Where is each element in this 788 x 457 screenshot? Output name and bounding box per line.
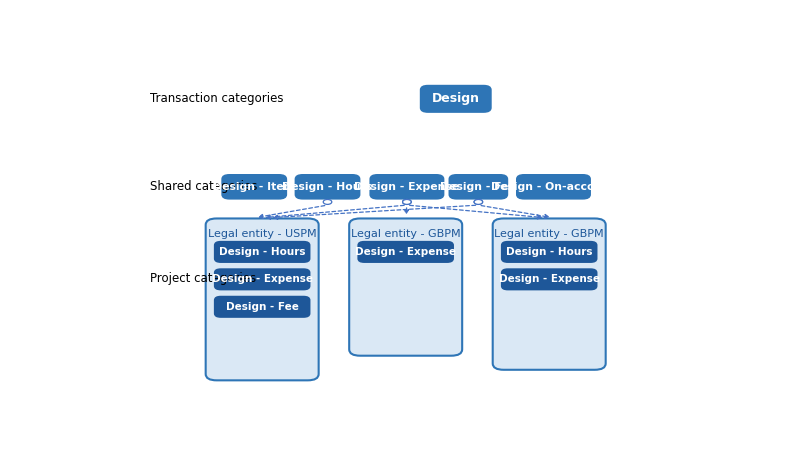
- FancyBboxPatch shape: [296, 175, 359, 199]
- Text: Design - Item: Design - Item: [214, 182, 296, 192]
- FancyBboxPatch shape: [214, 297, 310, 317]
- Text: Design - Hours: Design - Hours: [282, 182, 373, 192]
- Circle shape: [403, 199, 411, 204]
- FancyBboxPatch shape: [214, 242, 310, 262]
- Text: Design - Expense: Design - Expense: [355, 247, 456, 257]
- FancyBboxPatch shape: [206, 218, 318, 380]
- Text: Legal entity - GBPM: Legal entity - GBPM: [351, 229, 460, 239]
- FancyBboxPatch shape: [370, 175, 444, 199]
- FancyBboxPatch shape: [349, 218, 463, 356]
- Text: Legal entity - GBPM: Legal entity - GBPM: [494, 229, 604, 239]
- Text: Design - Hours: Design - Hours: [219, 247, 306, 257]
- FancyBboxPatch shape: [449, 175, 507, 199]
- FancyBboxPatch shape: [222, 175, 286, 199]
- Circle shape: [403, 199, 411, 204]
- Text: Design - Hours: Design - Hours: [506, 247, 593, 257]
- Circle shape: [474, 199, 482, 204]
- Text: Design - On-account: Design - On-account: [492, 182, 615, 192]
- Text: Design - Expense: Design - Expense: [499, 274, 600, 284]
- Circle shape: [474, 199, 482, 204]
- Text: Design - Expense: Design - Expense: [355, 182, 459, 192]
- Text: Design: Design: [432, 92, 480, 105]
- Text: Design - Fee: Design - Fee: [440, 182, 516, 192]
- Text: Transaction categories: Transaction categories: [151, 92, 284, 105]
- FancyBboxPatch shape: [359, 242, 453, 262]
- Circle shape: [323, 199, 332, 204]
- Text: Shared categories: Shared categories: [151, 181, 258, 193]
- Text: Project categories: Project categories: [151, 272, 257, 285]
- Text: Legal entity - USPM: Legal entity - USPM: [208, 229, 317, 239]
- FancyBboxPatch shape: [421, 85, 491, 112]
- Text: Design - Fee: Design - Fee: [225, 302, 299, 312]
- FancyBboxPatch shape: [492, 218, 606, 370]
- FancyBboxPatch shape: [517, 175, 590, 199]
- FancyBboxPatch shape: [502, 269, 597, 290]
- FancyBboxPatch shape: [214, 269, 310, 290]
- Text: Design - Expense: Design - Expense: [212, 274, 313, 284]
- Circle shape: [403, 199, 411, 204]
- FancyBboxPatch shape: [502, 242, 597, 262]
